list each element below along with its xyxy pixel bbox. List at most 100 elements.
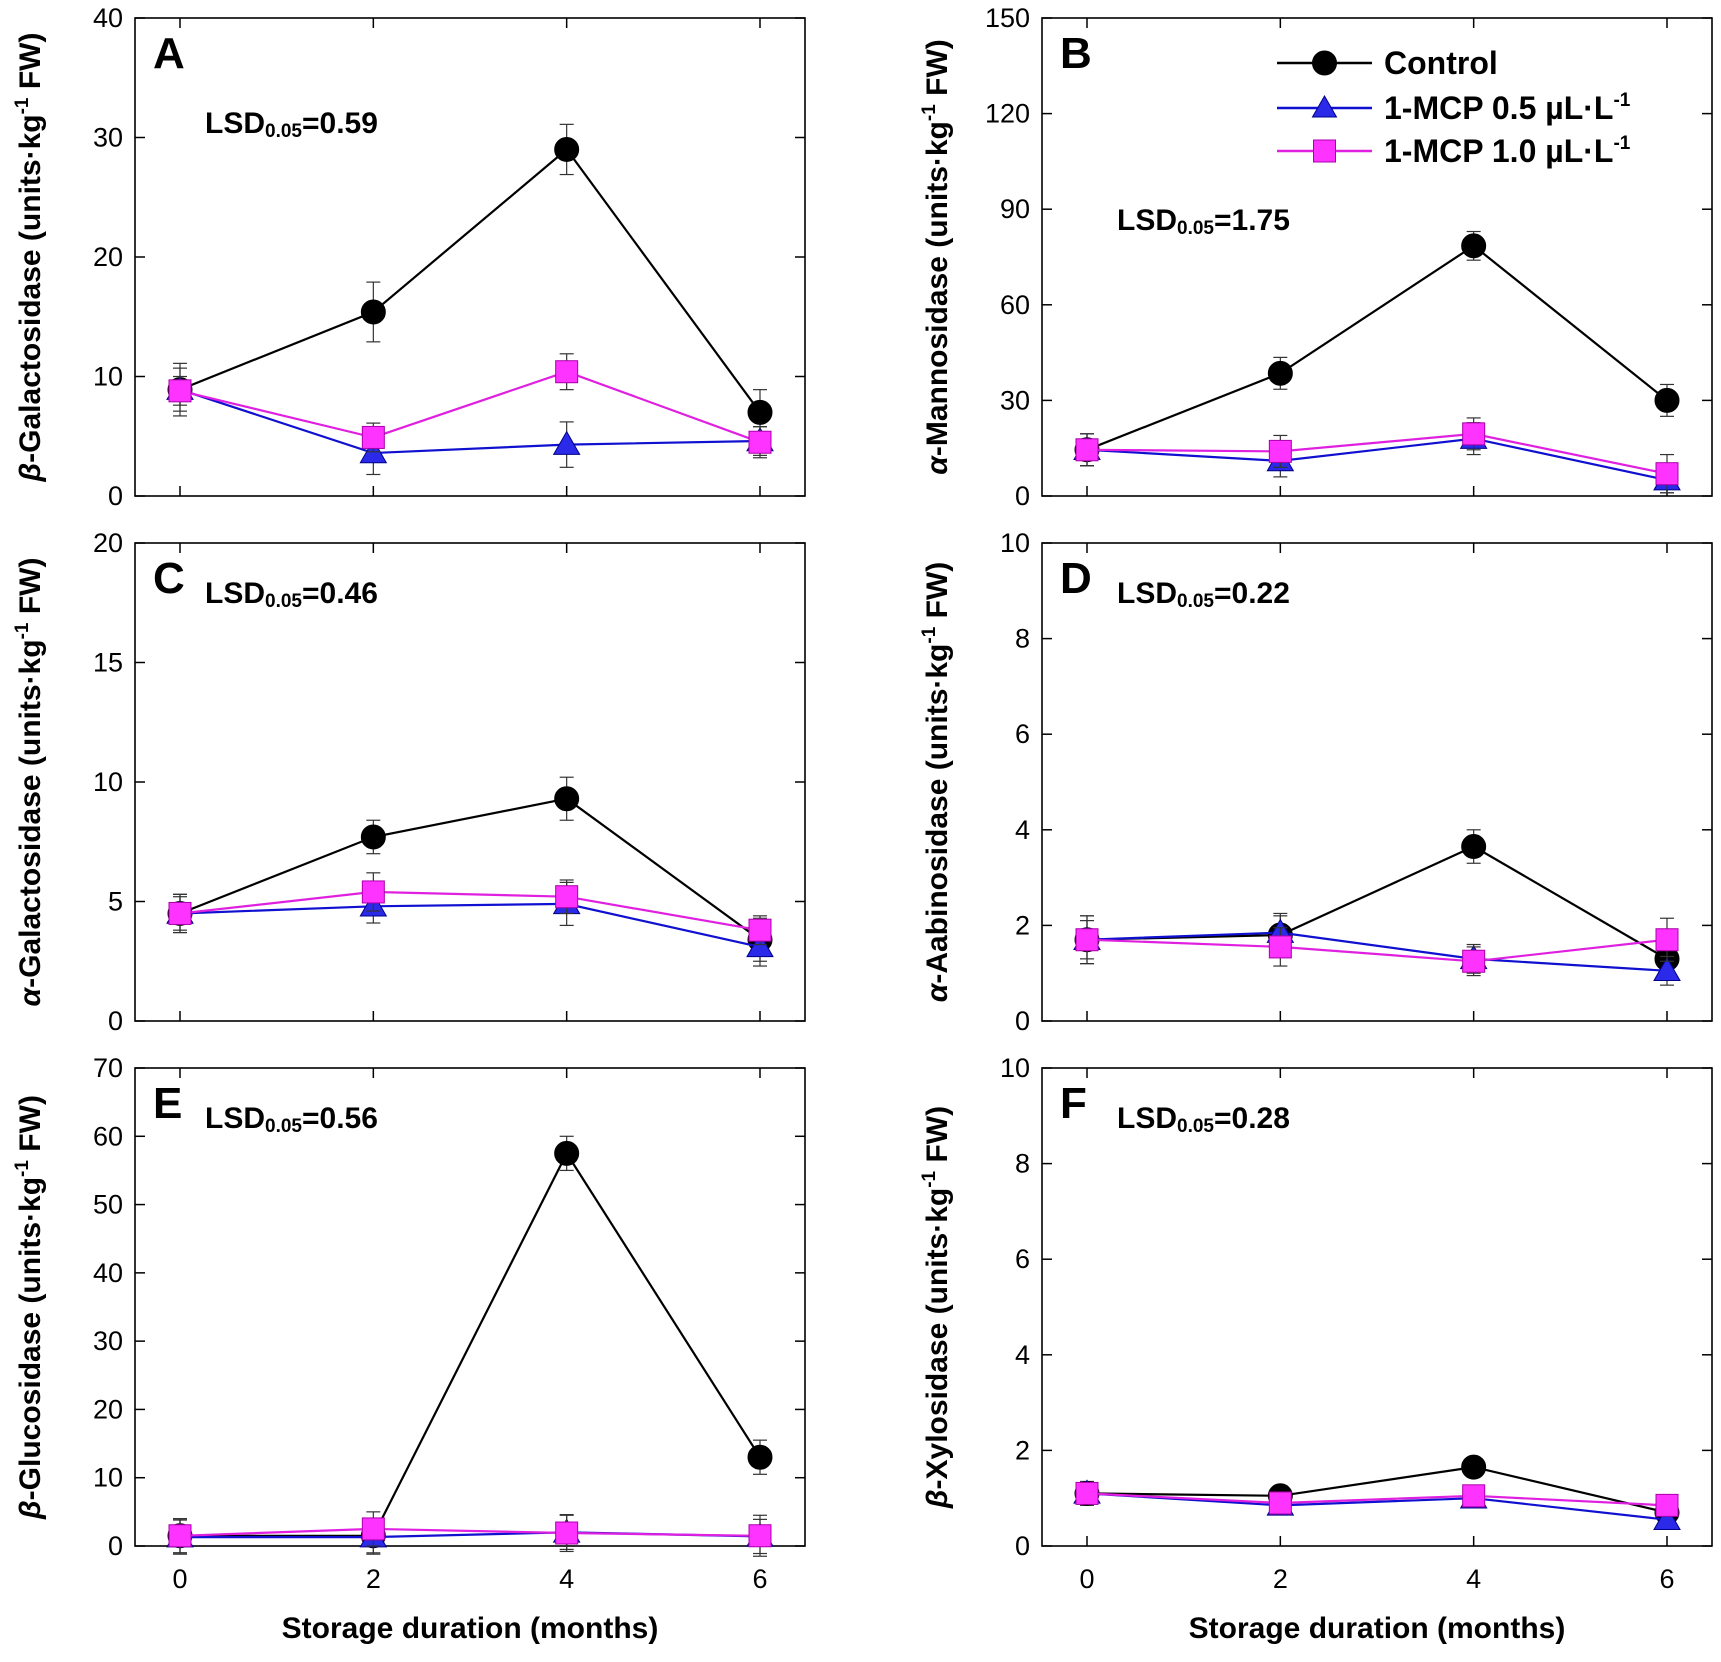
y-axis-title-greek: α <box>14 986 47 1006</box>
series-line <box>1086 845 1668 960</box>
data-point-square <box>1655 1493 1679 1517</box>
lsd-annotation: LSD0.05=1.75 <box>1117 204 1290 239</box>
lsd-label: LSD <box>205 577 265 610</box>
lsd-value: =0.59 <box>302 107 378 140</box>
y-axis-title-main: -Mannosidase (units·kg <box>921 121 954 456</box>
y-tick-label: 10 <box>93 362 123 392</box>
y-tick-label: 6 <box>1015 1244 1030 1274</box>
y-axis-title: α-Galactosidase (units·kg-1 FW) <box>12 558 47 1007</box>
y-tick-label: 0 <box>108 1006 123 1036</box>
data-point-square <box>1268 439 1292 463</box>
lsd-annotation: LSD0.05=0.46 <box>205 577 378 612</box>
lsd-annotation: LSD0.05=0.56 <box>205 1102 378 1137</box>
y-axis-title-main: -Galactosidase (units·kg <box>14 639 47 987</box>
lsd-subscript: 0.05 <box>265 121 302 142</box>
panel-letter: D <box>1060 554 1092 603</box>
y-tick-label: 60 <box>93 1121 123 1151</box>
legend-marker-triangle <box>1311 94 1338 118</box>
y-axis-title-main: -Aabinosidase (units·kg <box>921 644 954 984</box>
y-axis-title: α-Mannosidase (units·kg-1 FW) <box>919 39 954 475</box>
y-tick-label: 5 <box>108 887 123 917</box>
y-axis-title-end: FW) <box>921 562 954 627</box>
y-tick-label: 10 <box>93 1463 123 1493</box>
data-point-circle <box>554 136 580 162</box>
series-mcp-10 <box>1075 915 1679 977</box>
y-axis-title-end: FW) <box>921 39 954 104</box>
series-line <box>179 388 761 455</box>
series-mcp-10 <box>1075 1481 1679 1517</box>
y-tick-label: 30 <box>1000 385 1030 415</box>
lsd-label: LSD <box>205 1102 265 1135</box>
y-tick-label: 0 <box>108 1531 123 1561</box>
legend-marker-square <box>1313 139 1336 163</box>
plot-frame <box>134 1067 806 1547</box>
series-control <box>167 123 773 436</box>
y-axis-title-sup: -1 <box>12 622 33 639</box>
series-line <box>1086 931 1668 972</box>
x-tick-label: 0 <box>1079 1564 1094 1594</box>
data-point-square <box>748 918 772 942</box>
y-axis-title-sup: -1 <box>919 626 940 643</box>
data-point-circle <box>360 824 386 850</box>
panel-letter: C <box>153 554 185 603</box>
x-tick-label: 2 <box>366 1564 381 1594</box>
data-point-circle <box>1654 387 1680 413</box>
series-mcp-05 <box>166 367 774 476</box>
y-axis-title: α-Aabinosidase (units·kg-1 FW) <box>919 562 954 1003</box>
panel-letter: A <box>153 29 185 78</box>
x-tick-label: 6 <box>752 1564 767 1594</box>
y-axis-title-sup: -1 <box>919 104 940 121</box>
series-control <box>1074 1454 1680 1526</box>
data-point-square <box>1075 928 1099 952</box>
data-point-square <box>168 901 192 925</box>
data-point-square <box>1462 949 1486 973</box>
x-tick-label: 0 <box>172 1564 187 1594</box>
lsd-annotation: LSD0.05=0.22 <box>1117 577 1290 612</box>
lsd-label: LSD <box>1117 1102 1177 1135</box>
series-line <box>179 147 761 414</box>
lsd-annotation: LSD0.05=0.28 <box>1117 1102 1290 1137</box>
y-tick-label: 30 <box>93 1326 123 1356</box>
plot-frame <box>1041 17 1713 497</box>
series-line <box>180 1151 761 1537</box>
data-point-square <box>168 1524 192 1548</box>
data-point-square <box>1655 462 1679 486</box>
x-tick-label: 6 <box>1659 1564 1674 1594</box>
y-axis-title: β-Xylosidase (units·kg-1 FW) <box>919 1106 954 1509</box>
panel-c: 0 5 10 15 20 α-Galactosidase (units·kg-1 FW) C… <box>12 528 806 1036</box>
y-tick-label: 90 <box>1000 194 1030 224</box>
y-tick-label: 4 <box>1015 1340 1030 1370</box>
lsd-value: =1.75 <box>1214 204 1290 237</box>
data-point-circle <box>747 1444 773 1470</box>
legend-label: Control <box>1384 45 1498 81</box>
data-point-square <box>361 1517 385 1541</box>
plot-frame <box>134 542 806 1022</box>
panel-f: 0 2 4 6 8 10 0 2 4 6 Storage duration (months) β-Xy… <box>919 1053 1713 1645</box>
y-tick-label: 30 <box>93 123 123 153</box>
y-axis-title-sup: -1 <box>12 97 33 114</box>
y-tick-label: 40 <box>93 3 123 33</box>
data-point-triangle <box>1653 1505 1681 1530</box>
y-axis-title-main: -Glucosidase (units·kg <box>14 1177 47 1500</box>
y-axis-title-greek: α <box>921 982 954 1002</box>
y-tick-label: 0 <box>1015 1531 1030 1561</box>
data-point-circle <box>554 786 580 812</box>
data-point-square <box>555 885 579 909</box>
data-point-square <box>361 880 385 904</box>
y-tick-label: 60 <box>1000 290 1030 320</box>
legend-label-sup: -1 <box>1613 133 1630 154</box>
series-line <box>179 370 761 444</box>
y-axis-title-greek: β <box>921 1489 954 1509</box>
series-line <box>179 1527 761 1537</box>
series-mcp-10 <box>168 353 772 459</box>
legend-label: 1-MCP 0.5 µL·L-1 <box>1384 90 1631 126</box>
data-point-square <box>555 360 579 384</box>
y-tick-label: 8 <box>1015 624 1030 654</box>
x-axis-title: Storage duration (months) <box>282 1612 659 1645</box>
y-axis-title: β-Glucosidase (units·kg-1 FW) <box>12 1095 47 1520</box>
series-line <box>1086 1465 1668 1514</box>
legend-label-sup: -1 <box>1613 90 1630 111</box>
y-tick-label: 0 <box>108 481 123 511</box>
